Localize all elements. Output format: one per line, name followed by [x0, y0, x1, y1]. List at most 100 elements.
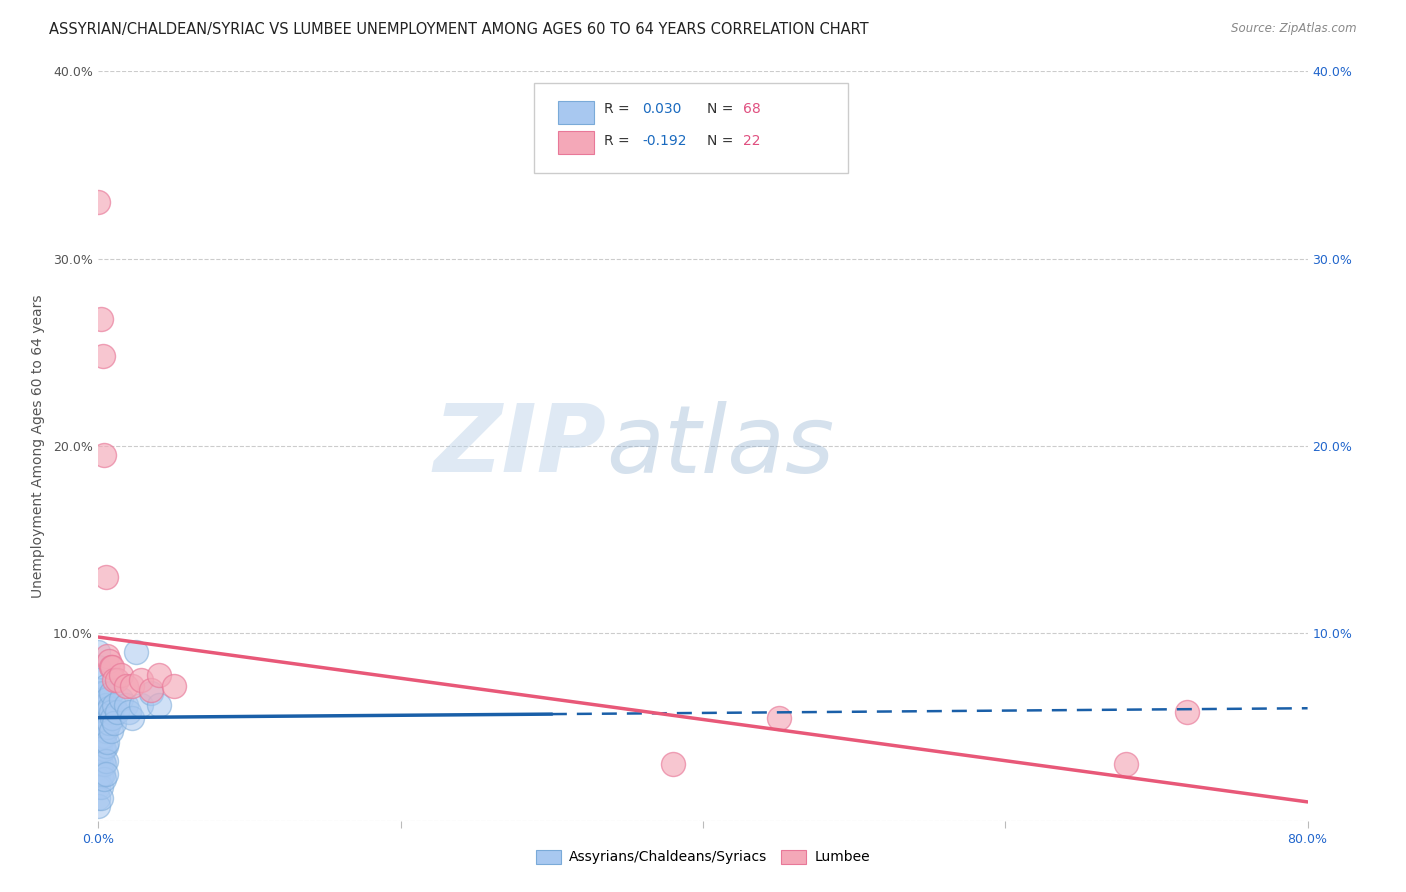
Point	[90, 698, 112, 712]
Point	[94, 767, 117, 781]
Point	[90, 710, 112, 724]
Point	[98, 701, 121, 715]
Point	[105, 705, 128, 719]
Point	[91, 730, 114, 744]
Point	[90, 769, 112, 783]
Text: 0.030: 0.030	[643, 102, 682, 116]
Point	[87, 673, 110, 688]
Point	[90, 311, 112, 326]
Point	[91, 716, 114, 731]
Text: N =: N =	[707, 102, 737, 116]
Point	[105, 673, 128, 688]
Point	[110, 667, 132, 681]
Point	[93, 716, 115, 731]
Point	[94, 570, 117, 584]
Point	[91, 692, 114, 706]
Point	[103, 716, 125, 731]
Point	[96, 705, 118, 719]
Point	[87, 645, 110, 659]
Point	[93, 686, 115, 700]
Point	[96, 648, 118, 663]
Point	[94, 739, 117, 753]
Point	[103, 673, 125, 688]
Text: N =: N =	[707, 134, 737, 148]
Point	[121, 679, 143, 693]
Point	[87, 742, 110, 756]
Text: R =: R =	[603, 102, 634, 116]
Point	[1175, 705, 1198, 719]
Point	[100, 705, 122, 719]
Text: Source: ZipAtlas.com: Source: ZipAtlas.com	[1232, 22, 1357, 36]
Point	[87, 798, 110, 813]
Point	[96, 692, 118, 706]
Point	[87, 780, 110, 794]
Point	[661, 757, 683, 772]
Point	[93, 449, 115, 463]
Point	[148, 698, 170, 712]
Point	[163, 679, 186, 693]
Point	[90, 686, 112, 700]
Point	[94, 710, 117, 724]
Point	[87, 754, 110, 768]
Point	[87, 733, 110, 747]
Text: 68: 68	[742, 102, 761, 116]
Point	[148, 667, 170, 681]
Text: R =: R =	[603, 134, 634, 148]
Text: atlas: atlas	[606, 401, 835, 491]
Point	[87, 682, 110, 697]
Text: ZIP: ZIP	[433, 400, 606, 492]
Point	[94, 723, 117, 738]
Point	[87, 761, 110, 775]
Point	[101, 710, 124, 724]
Point	[91, 742, 114, 756]
Text: 22: 22	[742, 134, 761, 148]
Point	[100, 660, 122, 674]
Point	[129, 698, 152, 712]
Point	[87, 772, 110, 787]
Point	[98, 716, 121, 731]
Point	[118, 705, 141, 719]
Point	[129, 673, 152, 688]
FancyBboxPatch shape	[534, 83, 848, 172]
Point	[98, 655, 121, 669]
Point	[87, 195, 110, 210]
Point	[100, 723, 122, 738]
Point	[87, 791, 110, 805]
Point	[87, 716, 110, 731]
Point	[87, 723, 110, 738]
Point	[90, 723, 112, 738]
Point	[87, 698, 110, 712]
Point	[114, 679, 136, 693]
Y-axis label: Unemployment Among Ages 60 to 64 years: Unemployment Among Ages 60 to 64 years	[31, 294, 45, 598]
Point	[91, 767, 114, 781]
Point	[114, 698, 136, 712]
Point	[768, 710, 790, 724]
Point	[141, 686, 163, 700]
Text: -0.192: -0.192	[643, 134, 688, 148]
Point	[141, 682, 163, 697]
Point	[91, 754, 114, 768]
Point	[103, 698, 125, 712]
Point	[91, 349, 114, 363]
Point	[91, 705, 114, 719]
Point	[93, 772, 115, 787]
Point	[94, 679, 117, 693]
Point	[90, 757, 112, 772]
FancyBboxPatch shape	[558, 131, 595, 153]
Point	[96, 735, 118, 749]
Legend: Assyrians/Chaldeans/Syriacs, Lumbee: Assyrians/Chaldeans/Syriacs, Lumbee	[530, 844, 876, 870]
Point	[93, 757, 115, 772]
Point	[93, 742, 115, 756]
Point	[100, 686, 122, 700]
Point	[90, 735, 112, 749]
Point	[125, 645, 148, 659]
Point	[101, 660, 124, 674]
Point	[110, 692, 132, 706]
Point	[93, 701, 115, 715]
Text: ASSYRIAN/CHALDEAN/SYRIAC VS LUMBEE UNEMPLOYMENT AMONG AGES 60 TO 64 YEARS CORREL: ASSYRIAN/CHALDEAN/SYRIAC VS LUMBEE UNEMP…	[49, 22, 869, 37]
Point	[93, 730, 115, 744]
Point	[90, 791, 112, 805]
Point	[1115, 757, 1137, 772]
Point	[90, 780, 112, 794]
Point	[96, 720, 118, 734]
